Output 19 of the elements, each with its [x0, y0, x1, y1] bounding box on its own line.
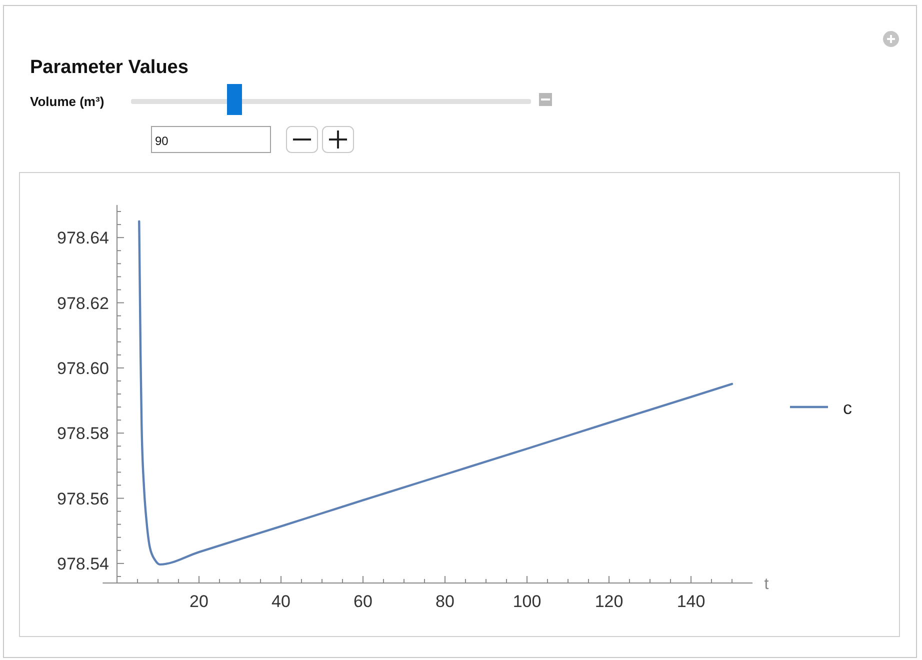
- x-tick-label: 100: [512, 592, 542, 611]
- x-tick-label: 140: [676, 592, 706, 611]
- legend-label: c: [843, 398, 852, 418]
- y-tick-label: 978.56: [57, 489, 109, 508]
- text: 90: [155, 134, 169, 148]
- x-tick-label: 60: [354, 592, 372, 611]
- text: Volume (m³): [30, 94, 104, 109]
- line-series: [138, 220, 734, 566]
- x-tick-label: 40: [272, 592, 290, 611]
- x-axis-title: t: [764, 576, 770, 593]
- y-tick-label: 978.58: [57, 424, 109, 444]
- x-tick-label: 80: [436, 592, 454, 611]
- chart-title: Parameter Values: [30, 57, 188, 78]
- x-tick-label: 20: [190, 592, 208, 611]
- x-tick-label: 120: [594, 592, 624, 611]
- y-tick-label: 978.64: [57, 228, 109, 248]
- y-tick-label: 978.62: [57, 294, 109, 313]
- y-tick-label: 978.54: [57, 554, 109, 574]
- y-tick-label: 978.60: [57, 358, 109, 378]
